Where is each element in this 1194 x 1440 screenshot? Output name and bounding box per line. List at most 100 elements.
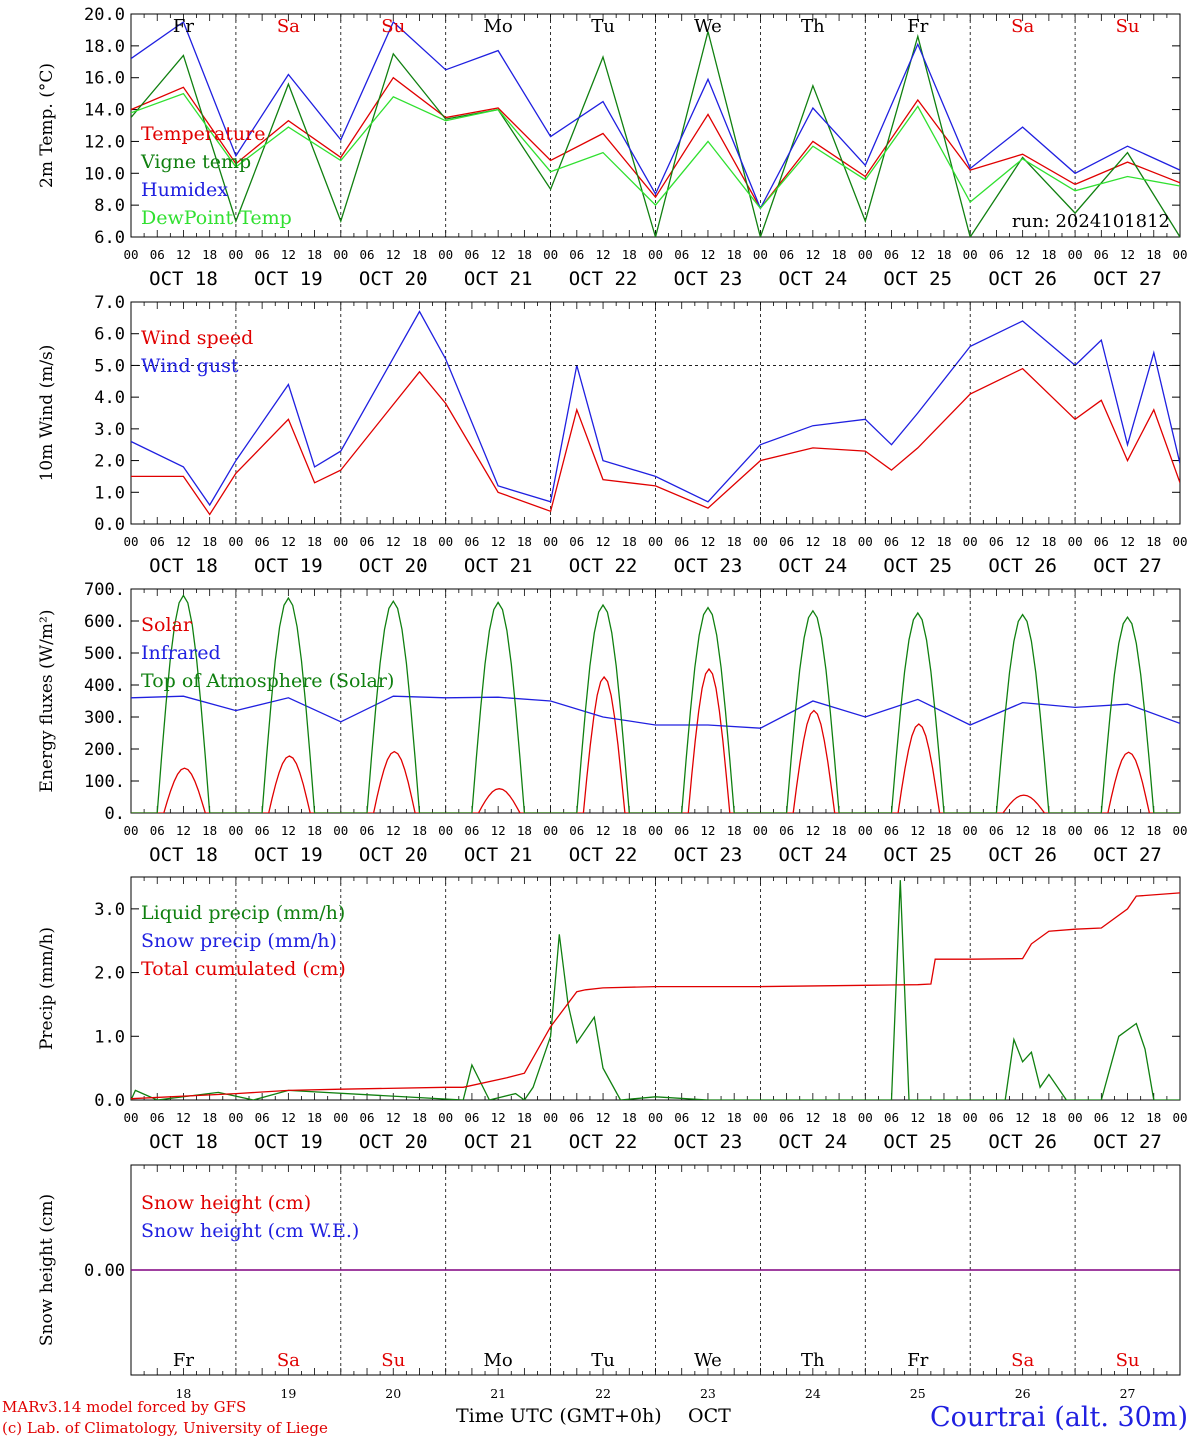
y-tick-label: 20.0 bbox=[84, 5, 125, 25]
hour-tick-label: 18 bbox=[936, 247, 951, 262]
hour-tick-label: 00 bbox=[1172, 534, 1187, 549]
legend-entry: Liquid precip (mm/h) bbox=[141, 902, 345, 924]
hour-tick-label: 00 bbox=[753, 823, 768, 838]
hour-tick-label: 06 bbox=[569, 823, 584, 838]
hour-tick-label: 06 bbox=[884, 534, 899, 549]
hour-tick-label: 18 bbox=[1041, 823, 1056, 838]
day-number-label: 25 bbox=[910, 1386, 926, 1401]
hour-tick-label: 18 bbox=[412, 1110, 427, 1125]
hour-tick-label: 12 bbox=[281, 1110, 296, 1125]
hour-tick-label: 18 bbox=[622, 823, 637, 838]
date-label: OCT 22 bbox=[569, 844, 638, 866]
hour-tick-label: 12 bbox=[1015, 1110, 1030, 1125]
hour-tick-label: 12 bbox=[386, 1110, 401, 1125]
date-label: OCT 22 bbox=[569, 268, 638, 290]
time-axis-title: Time UTC (GMT+0h) bbox=[456, 1405, 662, 1427]
hour-tick-label: 18 bbox=[936, 823, 951, 838]
hour-tick-label: 18 bbox=[1146, 823, 1161, 838]
weekday-label: Th bbox=[801, 1350, 825, 1371]
hour-tick-label: 12 bbox=[596, 823, 611, 838]
hour-tick-label: 00 bbox=[753, 1110, 768, 1125]
y-tick-label: 14.0 bbox=[84, 101, 125, 121]
hour-tick-label: 18 bbox=[832, 1110, 847, 1125]
model-credit: MARv3.14 model forced by GFS bbox=[2, 1398, 247, 1416]
hour-tick-label: 06 bbox=[255, 823, 270, 838]
hour-tick-label: 12 bbox=[491, 823, 506, 838]
series-top-of-atmosphere-solar- bbox=[131, 594, 1180, 813]
hour-tick-label: 06 bbox=[674, 823, 689, 838]
hour-tick-label: 00 bbox=[543, 534, 558, 549]
series-wind-gust bbox=[131, 310, 1180, 507]
legend-entry: DewPoint Temp bbox=[141, 207, 292, 229]
weekday-label: Fr bbox=[907, 16, 928, 37]
hour-tick-label: 06 bbox=[359, 534, 374, 549]
hour-tick-label: 06 bbox=[359, 823, 374, 838]
y-tick-label: 3.0 bbox=[94, 420, 125, 440]
weekday-label: Th bbox=[801, 16, 825, 37]
hour-tick-label: 00 bbox=[753, 247, 768, 262]
hour-tick-label: 12 bbox=[700, 247, 715, 262]
location-label: Courtrai (alt. 30m) bbox=[929, 1402, 1188, 1433]
y-tick-label: 0.0 bbox=[94, 515, 125, 535]
y-tick-label: 500. bbox=[84, 644, 125, 664]
y-tick-label: 3.0 bbox=[94, 900, 125, 920]
hour-tick-label: 06 bbox=[779, 247, 794, 262]
y-tick-label: 7.0 bbox=[94, 293, 125, 313]
hour-tick-label: 18 bbox=[307, 534, 322, 549]
hour-tick-label: 18 bbox=[202, 247, 217, 262]
y-axis-label: Energy fluxes (W/m²) bbox=[37, 610, 57, 793]
legend-entry: Infrared bbox=[141, 642, 221, 664]
hour-tick-label: 06 bbox=[779, 534, 794, 549]
date-label: OCT 18 bbox=[149, 268, 218, 290]
hour-tick-label: 00 bbox=[963, 534, 978, 549]
hour-tick-label: 18 bbox=[1146, 1110, 1161, 1125]
y-axis-label: 10m Wind (m/s) bbox=[37, 345, 57, 482]
weekday-label: Sa bbox=[277, 1350, 300, 1371]
y-tick-label: 4.0 bbox=[94, 388, 125, 408]
hour-tick-label: 00 bbox=[648, 1110, 663, 1125]
hour-tick-label: 00 bbox=[123, 534, 138, 549]
date-label: OCT 27 bbox=[1093, 1131, 1162, 1153]
panel-2: 0.0 1.0 2.0 3.0 4.0 5.0 6.0 7.0 10m Wind (m/s) 00… bbox=[37, 293, 1188, 577]
weekday-label: Su bbox=[381, 16, 405, 37]
hour-tick-label: 00 bbox=[858, 1110, 873, 1125]
hour-tick-label: 00 bbox=[123, 823, 138, 838]
hour-tick-label: 12 bbox=[1120, 823, 1135, 838]
weekday-label: Mo bbox=[484, 1350, 513, 1371]
day-number-label: 23 bbox=[700, 1386, 716, 1401]
hour-tick-label: 06 bbox=[1094, 823, 1109, 838]
hour-tick-label: 06 bbox=[779, 1110, 794, 1125]
date-label: OCT 19 bbox=[254, 844, 323, 866]
weekday-label: Mo bbox=[484, 16, 513, 37]
date-label: OCT 26 bbox=[988, 1131, 1057, 1153]
weekday-label: Su bbox=[1116, 16, 1140, 37]
weekday-label: Fr bbox=[173, 16, 194, 37]
date-label: OCT 22 bbox=[569, 555, 638, 577]
date-label: OCT 22 bbox=[569, 1131, 638, 1153]
panel-1: 6.0 8.0 10.0 12.0 14.0 16.0 18.0 20.0 2m Temp. (… bbox=[37, 5, 1188, 290]
y-tick-label: 2.0 bbox=[94, 964, 125, 984]
hour-tick-label: 18 bbox=[1146, 534, 1161, 549]
legend-entry: Snow height (cm) bbox=[141, 1192, 311, 1214]
hour-tick-label: 18 bbox=[832, 823, 847, 838]
weekday-label: Tu bbox=[591, 1350, 615, 1371]
hour-tick-label: 00 bbox=[1172, 1110, 1187, 1125]
hour-tick-label: 00 bbox=[648, 247, 663, 262]
date-label: OCT 26 bbox=[988, 844, 1057, 866]
hour-tick-label: 12 bbox=[1120, 247, 1135, 262]
hour-tick-label: 12 bbox=[1015, 247, 1030, 262]
hour-tick-label: 18 bbox=[936, 534, 951, 549]
lab-credit: (c) Lab. of Climatology, University of L… bbox=[2, 1419, 328, 1437]
hour-tick-label: 12 bbox=[176, 534, 191, 549]
hour-tick-label: 12 bbox=[700, 534, 715, 549]
date-label: OCT 18 bbox=[149, 844, 218, 866]
weekday-label: Tu bbox=[591, 16, 615, 37]
hour-tick-label: 06 bbox=[989, 1110, 1004, 1125]
series-vigne-temp bbox=[131, 31, 1180, 237]
hour-tick-label: 00 bbox=[1172, 823, 1187, 838]
hour-tick-label: 18 bbox=[1041, 1110, 1056, 1125]
date-label: OCT 20 bbox=[359, 844, 428, 866]
hour-tick-label: 06 bbox=[359, 1110, 374, 1125]
date-label: OCT 27 bbox=[1093, 844, 1162, 866]
hour-tick-label: 12 bbox=[1120, 534, 1135, 549]
